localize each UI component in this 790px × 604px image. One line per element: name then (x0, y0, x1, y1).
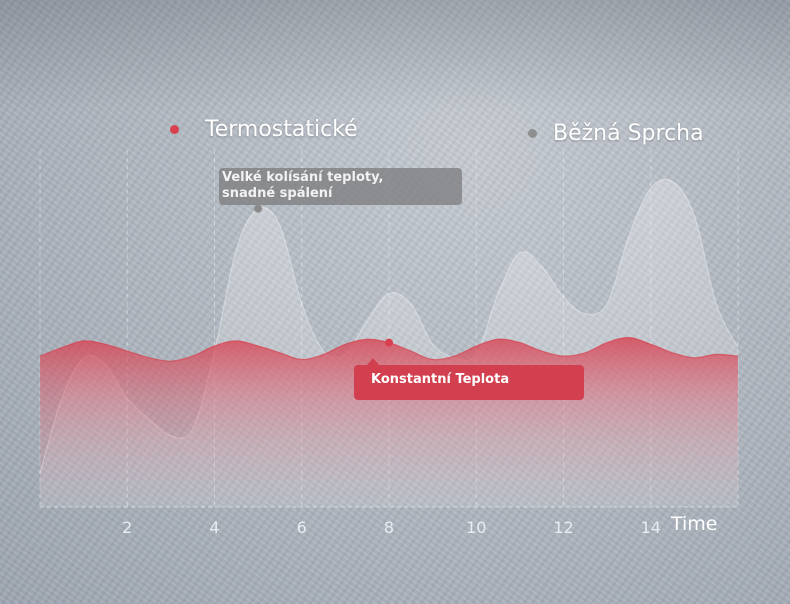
background-shade (0, 0, 790, 110)
legend-label-termostaticke: Termostatické (205, 117, 358, 142)
x-tick-label: 6 (297, 518, 307, 537)
annotation-marker-termostaticke (385, 338, 393, 347)
annotation-marker-bezna-sprcha (254, 204, 263, 213)
x-tick-label: 2 (122, 518, 132, 537)
legend-dot-bezna-sprcha (528, 129, 537, 138)
series-area-termostaticke (40, 337, 738, 507)
annotation-fluctuation-line-1: Velké kolísání teploty, (222, 170, 384, 185)
legend-item-termostaticke: Termostatické (170, 117, 358, 142)
annotation-constant-label: Konstantní Teplota (371, 372, 510, 387)
annotation-temperature-fluctuation: Velké kolísání teploty, snadné spálení (219, 168, 462, 205)
legend-dot-termostaticke (170, 125, 179, 134)
x-tick-label: 10 (466, 518, 486, 537)
series-layer (39, 178, 739, 507)
x-axis-label: Time (670, 513, 718, 535)
x-tick-label: 14 (641, 518, 661, 537)
annotation-fluctuation-line-2: snadné spálení (222, 186, 333, 201)
x-tick-labels: 2 4 6 8 10 12 14 (122, 518, 661, 537)
x-tick-label: 12 (553, 518, 573, 537)
x-tick-label: 4 (209, 518, 219, 537)
legend-item-bezna-sprcha: Běžná Sprcha (528, 121, 704, 146)
x-tick-label: 8 (384, 518, 394, 537)
annotation-constant-temperature: Konstantní Teplota (354, 358, 584, 400)
legend-label-bezna-sprcha: Běžná Sprcha (553, 121, 704, 146)
